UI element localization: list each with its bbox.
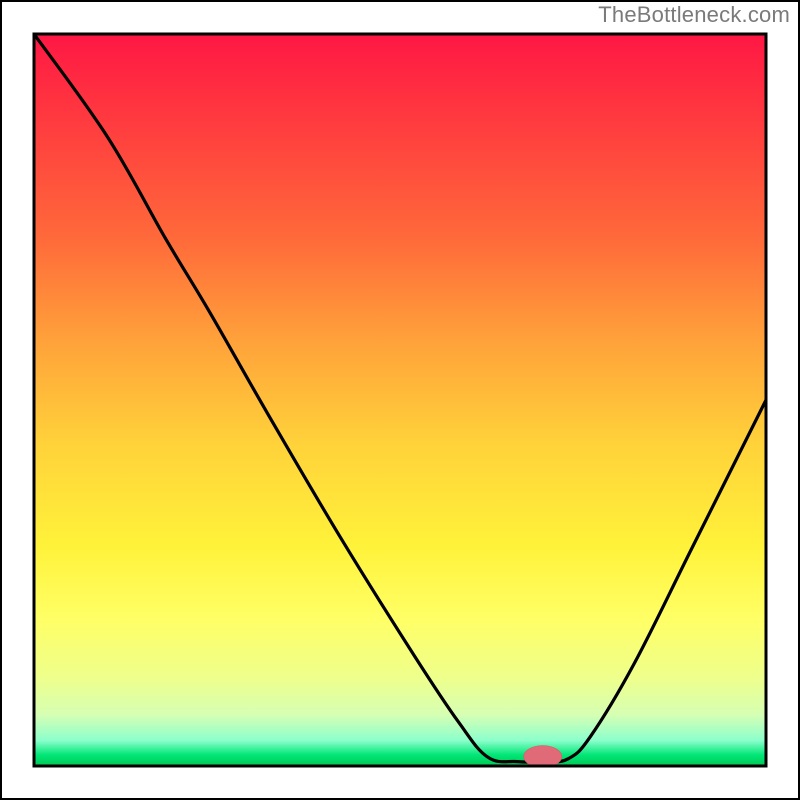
optimal-marker: [524, 746, 562, 768]
plot-background: [34, 34, 766, 766]
chart-container: { "watermark": { "text": "TheBottleneck.…: [0, 0, 800, 800]
bottleneck-chart: [0, 0, 800, 800]
watermark-text: TheBottleneck.com: [598, 2, 790, 28]
